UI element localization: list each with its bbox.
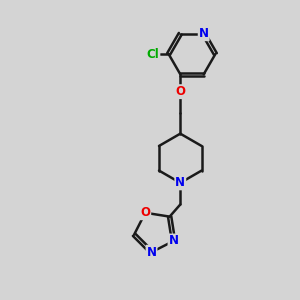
Text: N: N: [169, 235, 178, 248]
Text: O: O: [140, 206, 150, 219]
Text: N: N: [175, 176, 185, 189]
Text: N: N: [199, 27, 209, 40]
Text: O: O: [175, 85, 185, 98]
Text: Cl: Cl: [147, 47, 159, 61]
Text: N: N: [146, 246, 157, 259]
